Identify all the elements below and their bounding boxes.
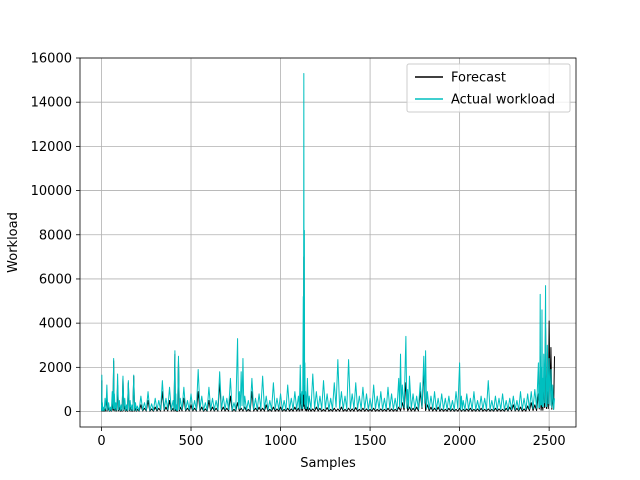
- x-tick-label: 2000: [443, 434, 476, 449]
- x-tick-label: 1500: [354, 434, 387, 449]
- series-group: [100, 72, 556, 412]
- y-tick-label: 10000: [31, 184, 72, 199]
- y-tick-label: 4000: [39, 317, 72, 332]
- x-tick-label: 500: [179, 434, 204, 449]
- y-tick-label: 16000: [31, 52, 72, 67]
- y-tick-label: 0: [64, 405, 72, 420]
- x-tick-label: 1000: [264, 434, 297, 449]
- y-tick-label: 6000: [39, 272, 72, 287]
- series-line-forecast: [100, 256, 556, 412]
- y-tick-label: 2000: [39, 361, 72, 376]
- x-tick-label: 2500: [533, 434, 566, 449]
- series-line-actual-workload: [100, 72, 556, 412]
- y-tick-label: 8000: [39, 228, 72, 243]
- legend-box: [406, 63, 571, 113]
- y-tick-label: 14000: [31, 96, 72, 111]
- axes: [76, 57, 577, 431]
- grid: [80, 57, 576, 427]
- y-tick-label: 12000: [31, 140, 72, 155]
- y-axis-label: Workload: [6, 212, 21, 273]
- tick-labels: 0 500 1000 1500 2000 2500 0 2000 4000 6000 8000 100…: [31, 52, 566, 450]
- legend-label-actual-workload: Actual workload: [451, 93, 555, 108]
- legend-label-forecast: Forecast: [451, 71, 506, 86]
- x-axis-label: Samples: [300, 456, 356, 471]
- x-tick-label: 0: [97, 434, 105, 449]
- legend: Forecast Actual workload: [406, 63, 571, 113]
- plot-frame: [79, 57, 577, 428]
